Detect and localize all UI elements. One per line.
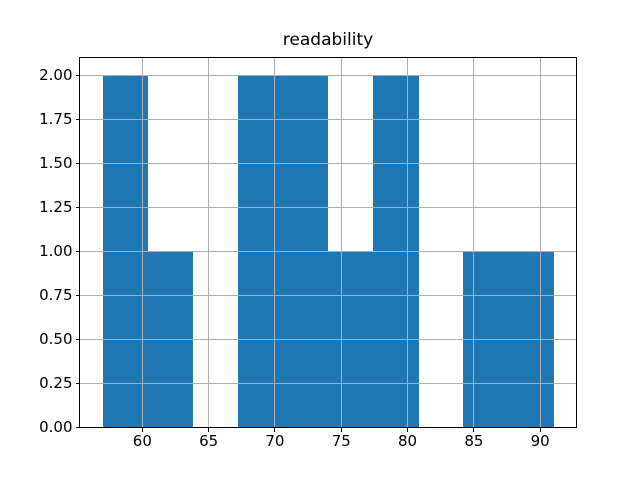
horizontal-gridline	[80, 206, 576, 208]
y-tick	[75, 382, 80, 384]
x-tick-label: 70	[265, 432, 285, 450]
x-tick-label: 85	[464, 432, 484, 450]
vertical-gridline	[208, 58, 210, 428]
y-tick	[75, 250, 80, 252]
y-tick-label: 0.25	[39, 373, 73, 392]
y-tick-label: 1.75	[39, 109, 73, 128]
x-tick	[141, 428, 143, 432]
horizontal-gridline	[80, 338, 576, 340]
x-tick-label: 65	[199, 432, 219, 450]
y-tick-label: 0.00	[39, 417, 73, 436]
horizontal-gridline	[80, 426, 576, 428]
x-tick-label: 80	[398, 432, 418, 450]
chart-title: readability	[282, 30, 374, 50]
y-tick-label: 2.00	[39, 65, 73, 84]
y-tick	[75, 74, 80, 76]
horizontal-gridline	[80, 382, 576, 384]
x-tick-label: 90	[530, 432, 550, 450]
vertical-gridline	[274, 58, 276, 428]
horizontal-gridline	[80, 294, 576, 296]
x-tick-label: 75	[331, 432, 351, 450]
horizontal-gridline	[80, 162, 576, 164]
y-tick-label: 0.50	[39, 329, 73, 348]
x-tick	[274, 428, 276, 432]
vertical-gridline	[473, 58, 475, 428]
horizontal-gridline	[80, 250, 576, 252]
y-tick-label: 1.25	[39, 197, 73, 216]
x-tick	[539, 428, 541, 432]
y-tick	[75, 338, 80, 340]
x-tick	[340, 428, 342, 432]
y-tick	[75, 162, 80, 164]
horizontal-gridline	[80, 118, 576, 120]
y-tick	[75, 294, 80, 296]
vertical-gridline	[407, 58, 409, 428]
x-tick	[473, 428, 475, 432]
horizontal-gridline	[80, 74, 576, 76]
y-tick	[75, 426, 80, 428]
y-tick-label: 1.50	[39, 153, 73, 172]
y-tick	[75, 206, 80, 208]
y-tick-label: 1.00	[39, 241, 73, 260]
vertical-gridline	[340, 58, 342, 428]
x-tick-label: 60	[132, 432, 152, 450]
x-tick	[208, 428, 210, 432]
y-tick-label: 0.75	[39, 285, 73, 304]
x-tick	[407, 428, 409, 432]
y-tick	[75, 118, 80, 120]
vertical-gridline	[539, 58, 541, 428]
vertical-gridline	[141, 58, 143, 428]
